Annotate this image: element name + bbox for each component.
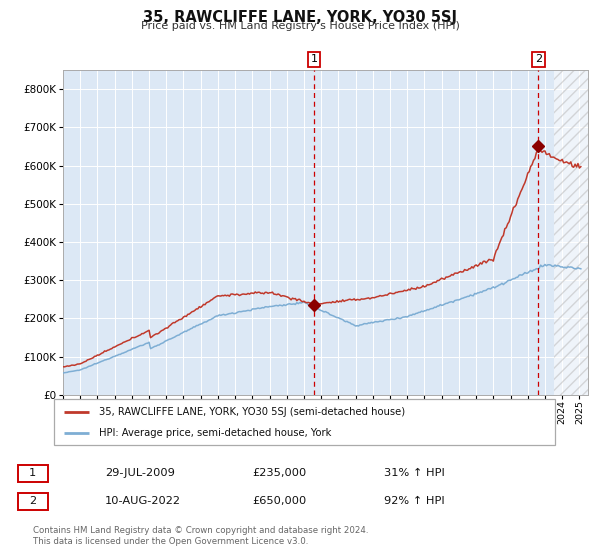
Bar [554,70,588,395]
FancyBboxPatch shape [54,399,555,445]
Text: 2: 2 [29,497,36,506]
Text: 2: 2 [535,54,542,64]
Text: 31% ↑ HPI: 31% ↑ HPI [384,468,445,478]
Text: £235,000: £235,000 [252,468,306,478]
Text: 1: 1 [310,54,317,64]
Text: HPI: Average price, semi-detached house, York: HPI: Average price, semi-detached house,… [99,428,331,438]
Text: 92% ↑ HPI: 92% ↑ HPI [384,496,445,506]
FancyBboxPatch shape [18,493,47,510]
Text: 35, RAWCLIFFE LANE, YORK, YO30 5SJ: 35, RAWCLIFFE LANE, YORK, YO30 5SJ [143,10,457,25]
Text: 10-AUG-2022: 10-AUG-2022 [105,496,181,506]
Text: £650,000: £650,000 [252,496,306,506]
Text: 35, RAWCLIFFE LANE, YORK, YO30 5SJ (semi-detached house): 35, RAWCLIFFE LANE, YORK, YO30 5SJ (semi… [99,407,405,417]
Text: 1: 1 [29,469,37,478]
Text: Price paid vs. HM Land Registry's House Price Index (HPI): Price paid vs. HM Land Registry's House … [140,21,460,31]
Text: 29-JUL-2009: 29-JUL-2009 [105,468,175,478]
FancyBboxPatch shape [18,465,47,482]
Text: Contains HM Land Registry data © Crown copyright and database right 2024.
This d: Contains HM Land Registry data © Crown c… [33,526,368,546]
